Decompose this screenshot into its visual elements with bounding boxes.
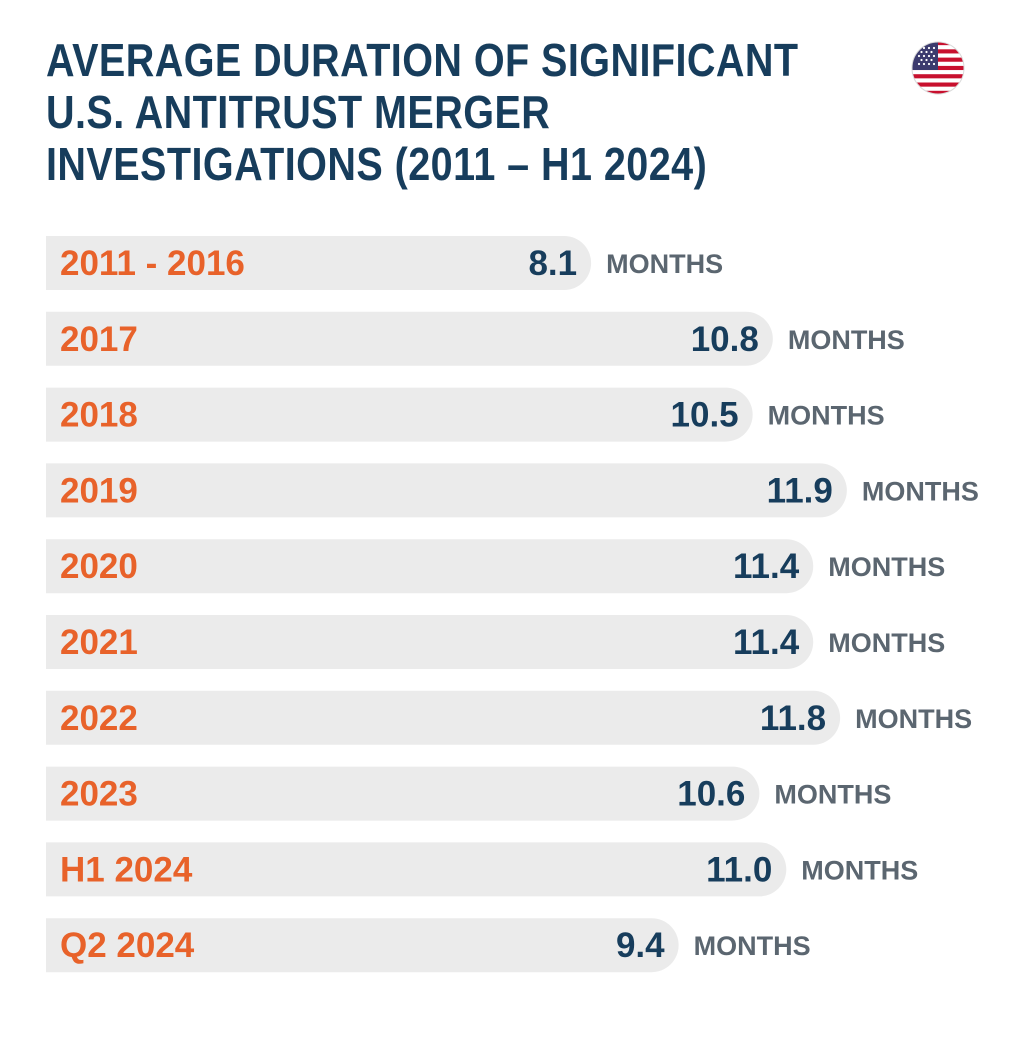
value-label: 9.4	[616, 926, 665, 965]
unit-label: MONTHS	[774, 780, 891, 810]
bar-row: 2011 - 2016 8.1 MONTHS	[46, 236, 723, 290]
bar-row: 2020 11.4 MONTHS	[46, 539, 945, 594]
category-label: 2020	[60, 547, 138, 586]
value-label: 11.4	[733, 623, 800, 662]
unit-label: MONTHS	[788, 325, 905, 355]
category-label: 2018	[60, 396, 138, 435]
category-label: 2019	[60, 471, 138, 510]
bar-row: 2021 11.4 MONTHS	[46, 615, 945, 669]
unit-label: MONTHS	[801, 855, 918, 885]
bar	[46, 615, 814, 669]
unit-label: MONTHS	[855, 704, 972, 734]
category-label: 2021	[60, 623, 138, 662]
bar	[46, 311, 773, 366]
chart-title-line-2: U.S. ANTITRUST MERGER	[46, 86, 551, 138]
bar	[46, 387, 753, 442]
unit-label: MONTHS	[828, 552, 945, 582]
bar	[46, 690, 841, 745]
bar	[46, 766, 760, 821]
bar-row: 2018 10.5 MONTHS	[46, 387, 885, 442]
value-label: 10.5	[671, 396, 739, 435]
bar	[46, 463, 847, 518]
bar-row: 2017 10.8 MONTHS	[46, 311, 905, 366]
bar	[46, 842, 787, 897]
bar-row: 2022 11.8 MONTHS	[46, 690, 972, 745]
category-label: H1 2024	[60, 850, 193, 889]
bar-row: Q2 2024 9.4 MONTHS	[46, 918, 811, 973]
category-label: 2011 - 2016	[60, 244, 245, 283]
category-label: 2022	[60, 699, 138, 738]
category-label: 2023	[60, 775, 138, 814]
value-label: 8.1	[528, 244, 577, 283]
unit-label: MONTHS	[606, 249, 723, 279]
bar-row: 2019 11.9 MONTHS	[46, 463, 979, 518]
value-label: 10.8	[691, 320, 759, 359]
unit-label: MONTHS	[862, 476, 979, 506]
unit-label: MONTHS	[768, 401, 885, 431]
chart-title-line-3: INVESTIGATIONS (2011 – H1 2024)	[46, 138, 708, 190]
value-label: 11.8	[760, 699, 826, 738]
us-flag-icon	[911, 41, 965, 95]
value-label: 10.6	[677, 775, 745, 814]
category-label: 2017	[60, 320, 138, 359]
unit-label: MONTHS	[828, 628, 945, 658]
bar-row: H1 2024 11.0 MONTHS	[46, 842, 918, 897]
value-label: 11.4	[733, 547, 800, 586]
value-label: 11.0	[706, 850, 772, 889]
bar-row: 2023 10.6 MONTHS	[46, 766, 891, 821]
chart-title-line-1: AVERAGE DURATION OF SIGNIFICANT	[46, 34, 799, 86]
unit-label: MONTHS	[694, 931, 811, 961]
bar	[46, 918, 679, 973]
category-label: Q2 2024	[60, 926, 195, 965]
value-label: 11.9	[767, 471, 833, 510]
bar	[46, 236, 592, 290]
bar	[46, 539, 814, 594]
chart-title: AVERAGE DURATION OF SIGNIFICANT U.S. ANT…	[46, 34, 799, 190]
